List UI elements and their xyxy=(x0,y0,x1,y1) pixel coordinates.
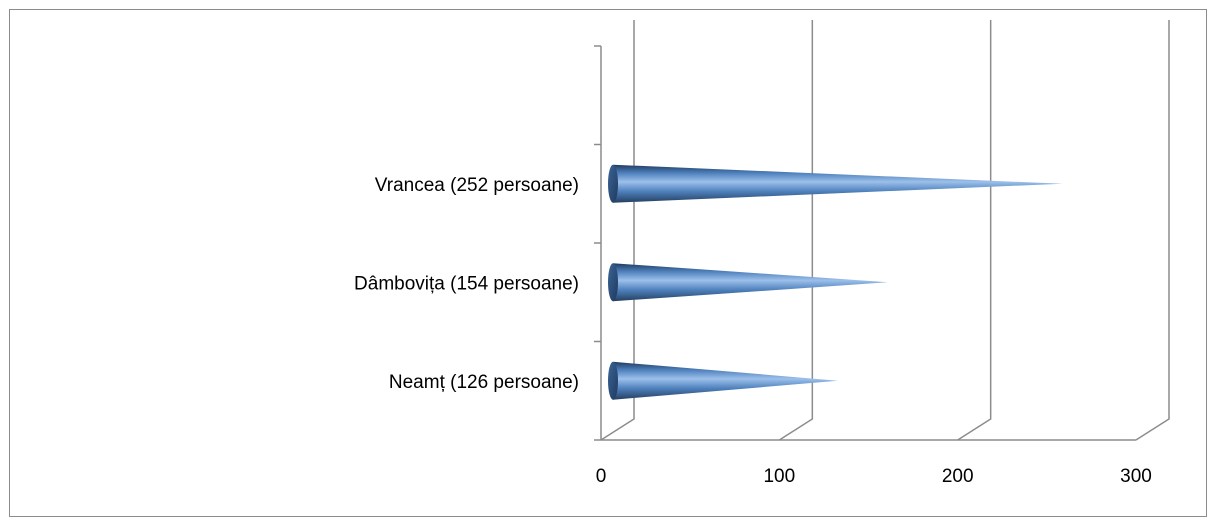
gridline xyxy=(1135,20,1170,441)
x-tick-label: 200 xyxy=(942,466,974,487)
cone-base xyxy=(608,263,618,302)
chart-frame xyxy=(9,9,1207,517)
x-tick-label: 0 xyxy=(596,466,607,487)
cone-bar xyxy=(608,263,888,302)
category-label: Neamț (126 persoane) xyxy=(389,372,579,393)
gridline xyxy=(778,20,814,441)
grid-lines xyxy=(600,20,1170,441)
gridline xyxy=(600,20,635,441)
category-label: Dâmbovița (154 persoane) xyxy=(354,273,579,294)
cone-body xyxy=(613,361,838,400)
value-axis: 0 100 200 300 xyxy=(596,439,1152,487)
bar-series xyxy=(608,164,1063,400)
cone-base xyxy=(608,361,618,400)
cone-body xyxy=(613,263,888,302)
gridline xyxy=(957,20,992,441)
category-label: Vrancea (252 persoane) xyxy=(375,175,579,196)
category-axis: Neamț (126 persoane) Dâmbovița (154 perso… xyxy=(354,45,602,441)
x-tick-label: 300 xyxy=(1120,466,1152,487)
cone-body xyxy=(613,164,1063,203)
x-tick-label: 100 xyxy=(763,466,795,487)
cone-bar xyxy=(608,361,838,400)
cone-bar xyxy=(608,164,1063,203)
cone-base xyxy=(608,164,618,203)
